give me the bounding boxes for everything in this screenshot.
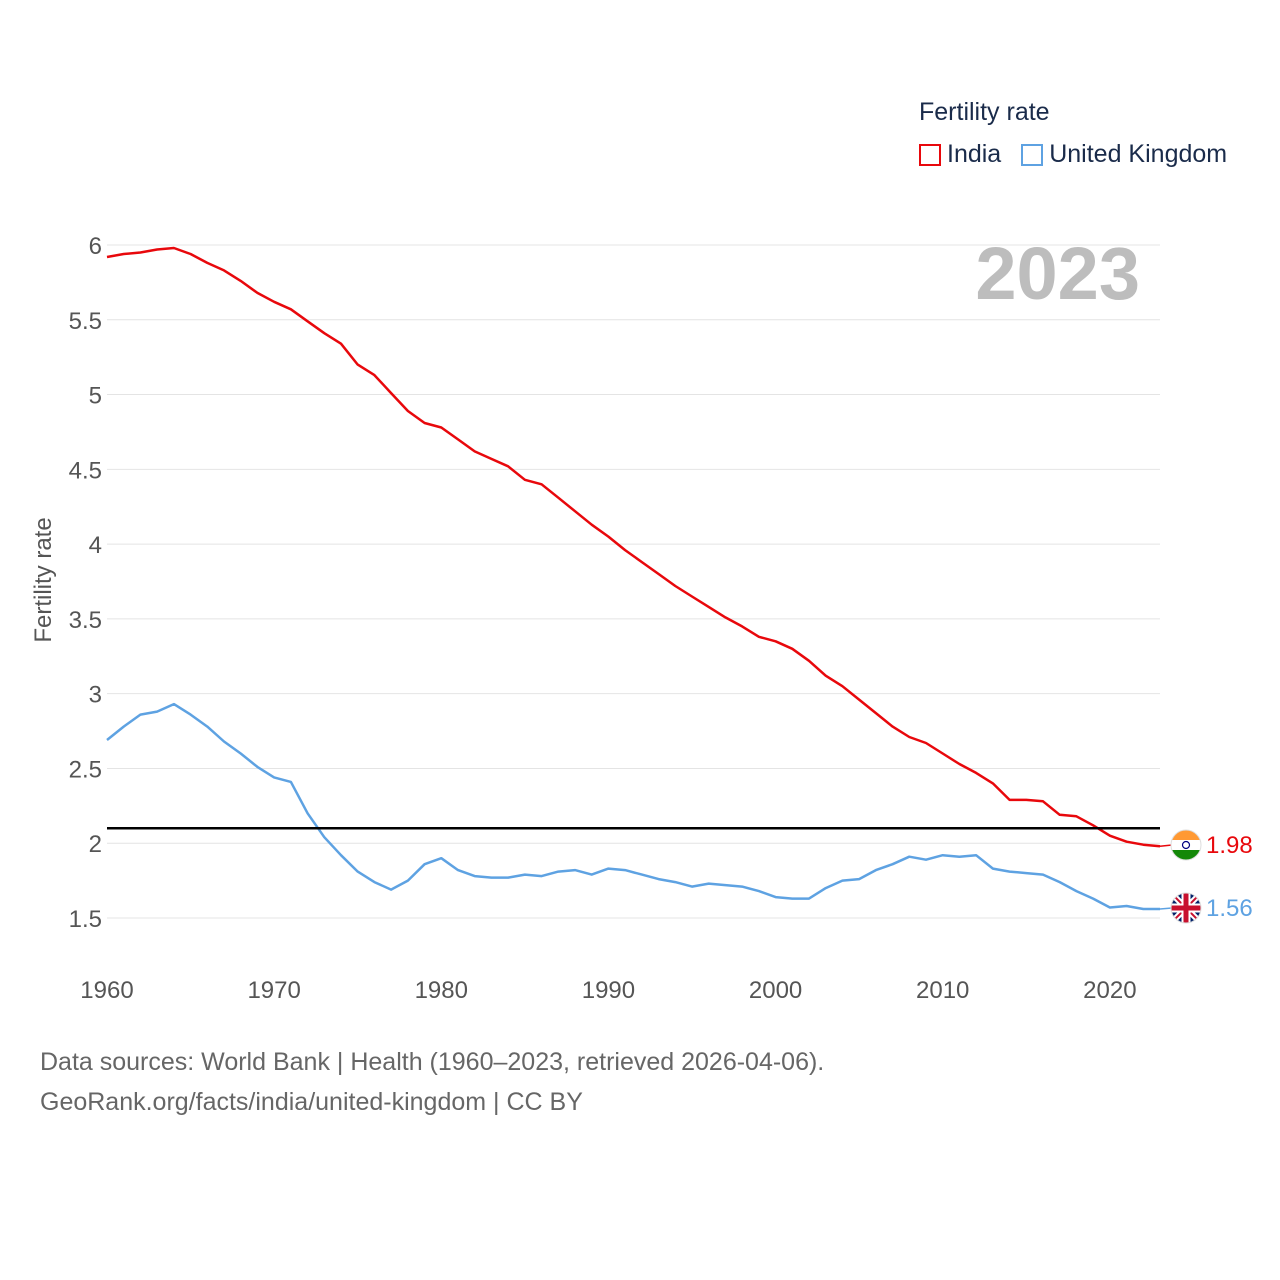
y-axis-label: Fertility rate	[30, 517, 57, 642]
y-tick-label: 3.5	[69, 607, 102, 634]
legend-item-india[interactable]: India	[919, 140, 1001, 169]
end-value-label: 1.98	[1206, 832, 1253, 859]
x-axis-ticks: 1960 1970 1980 1990 2000 2010 2020	[80, 977, 1136, 1004]
sources-line-1: Data sources: World Bank | Health (1960–…	[40, 1048, 825, 1076]
leader-line	[1159, 907, 1173, 910]
uk-flag-icon	[1170, 892, 1202, 924]
legend: India United Kingdom	[919, 140, 1247, 169]
series-line-india	[106, 246, 1161, 848]
y-tick-label: 6	[89, 233, 102, 260]
legend-label-united-kingdom: United Kingdom	[1049, 140, 1228, 168]
legend-swatch-united-kingdom	[1021, 143, 1044, 166]
grid-lines	[107, 244, 1160, 919]
y-tick-label: 5.5	[69, 308, 102, 335]
leader-line	[1159, 844, 1173, 847]
x-tick-label: 2020	[1083, 977, 1136, 1004]
y-tick-label: 3	[89, 682, 102, 709]
sources-line-2: GeoRank.org/facts/india/united-kingdom |…	[40, 1088, 583, 1116]
x-tick-label: 1990	[582, 977, 635, 1004]
y-tick-label: 2.5	[69, 756, 102, 783]
y-tick-label: 4.5	[69, 457, 102, 484]
year-label: 2023	[975, 232, 1140, 315]
data-sources: Data sources: World Bank | Health (1960–…	[40, 1042, 824, 1122]
legend-swatch-india	[919, 143, 941, 166]
x-tick-label: 2010	[916, 977, 969, 1004]
y-tick-label: 1.5	[69, 906, 102, 933]
x-tick-label: 2000	[749, 977, 802, 1004]
y-tick-label: 5	[89, 383, 102, 410]
x-tick-label: 1970	[247, 977, 300, 1004]
end-value-label: 1.56	[1206, 895, 1253, 922]
legend-title: Fertility rate	[919, 98, 1050, 126]
y-axis-ticks: 1.5 2 2.5 3 3.5 4 4.5 5 5.5 6	[69, 233, 102, 933]
series-line-united-kingdom	[106, 702, 1160, 911]
legend-label-india: India	[947, 140, 1002, 168]
legend-item-united-kingdom[interactable]: United Kingdom	[1021, 140, 1227, 169]
x-tick-label: 1980	[415, 977, 468, 1004]
india-flag-icon	[1170, 829, 1202, 861]
x-tick-label: 1960	[80, 977, 133, 1004]
series-lines	[106, 246, 1161, 911]
series-end-labels: 1.98 1.56	[1159, 829, 1253, 924]
y-tick-label: 2	[89, 831, 102, 858]
y-tick-label: 4	[89, 532, 102, 559]
